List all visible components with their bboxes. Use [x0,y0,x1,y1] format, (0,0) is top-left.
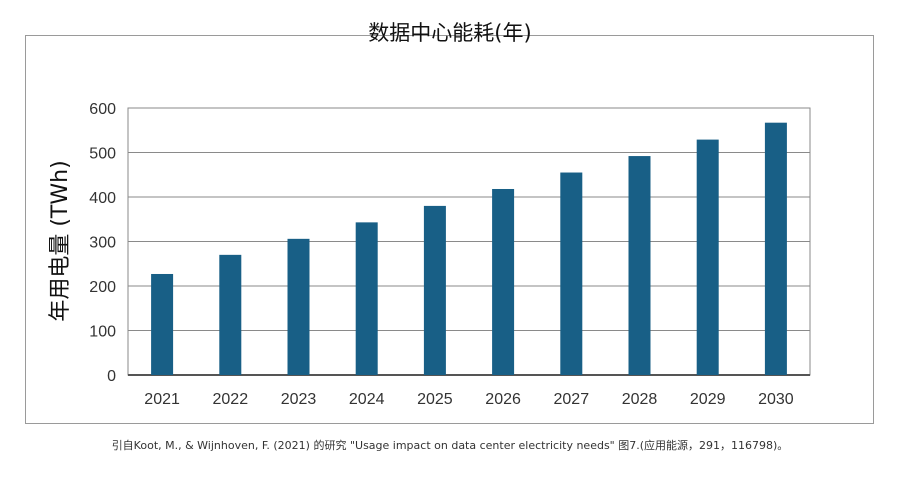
bar-2026 [492,188,515,375]
bar-2028 [628,156,651,375]
y-tick-label: 500 [89,146,116,163]
x-tick-label: 2023 [281,391,317,408]
bars [151,122,787,375]
x-tick-label: 2024 [349,391,385,408]
y-tick-label: 300 [89,235,116,252]
x-tick-label: 2026 [485,391,521,408]
gridlines [127,107,811,376]
x-tick-label: 2021 [144,391,180,408]
y-tick-label: 0 [107,368,116,385]
x-tick-label: 2022 [213,391,249,408]
chart-title: 数据中心能耗(年) [368,21,532,45]
bar-2025 [423,205,446,375]
x-tick-label: 2029 [690,391,726,408]
x-tick-label: 2027 [554,391,590,408]
y-tick-label: 200 [89,279,116,296]
y-tick-label: 400 [89,190,116,207]
bar-2029 [696,139,719,375]
bar-2024 [355,222,378,375]
bar-2027 [560,172,583,375]
bar-2023 [287,238,310,375]
bar-2021 [151,273,174,375]
y-tick-label: 600 [89,101,116,118]
source-caption: 引自Koot, M., & Wijnhoven, F. (2021) 的研究 "… [111,439,789,452]
bar-2022 [219,254,242,375]
x-tick-label: 2030 [758,391,794,408]
y-tick-labels: 0 100 200 300 400 500 600 [89,101,116,385]
bar-2030 [764,122,787,375]
x-tick-labels: 2021 2022 2023 2024 2025 2026 2027 2028 2029 2030 [144,391,793,408]
y-tick-label: 100 [89,324,116,341]
x-tick-label: 2025 [417,391,453,408]
x-tick-label: 2028 [622,391,658,408]
